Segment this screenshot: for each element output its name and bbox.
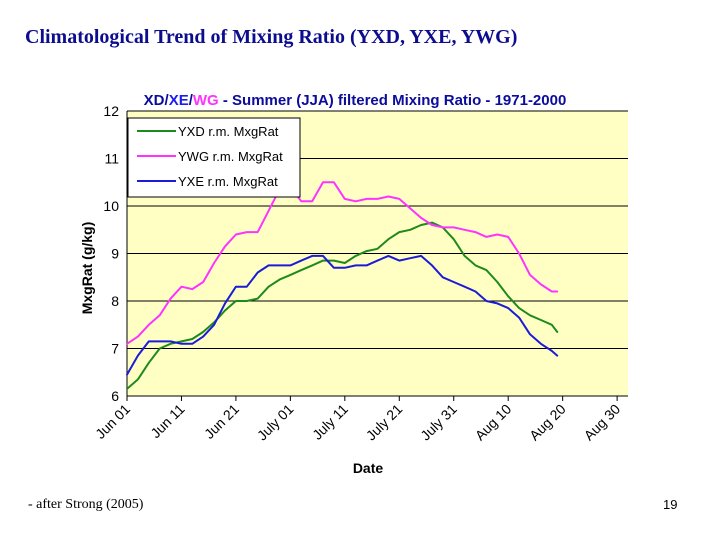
- chart-title-part: XE: [169, 92, 189, 109]
- x-axis-label: Date: [353, 460, 384, 476]
- series-lines: [126, 181, 559, 390]
- y-tick-label: 7: [111, 341, 119, 357]
- y-tick-label: 8: [111, 293, 119, 309]
- y-tick-label: 10: [103, 198, 119, 214]
- slide-title: Climatological Trend of Mixing Ratio (YX…: [25, 26, 518, 48]
- series-line: [126, 181, 559, 345]
- chart-title: XD/XE/WG - Summer (JJA) filtered Mixing …: [144, 92, 567, 109]
- chart-title-part: /: [189, 92, 194, 109]
- legend-entry-label: YXE r.m. MxgRat: [178, 174, 278, 189]
- chart: 6 7 8 9 10 11 12 Jun 01 Jun 11 Jun 21 July 01 July …: [65, 78, 646, 482]
- y-axis-label: MxgRat (g/kg): [79, 222, 95, 315]
- series-line: [126, 254, 559, 376]
- legend-entry-label: YXD r.m. MxgRat: [178, 124, 279, 139]
- y-tick-label: 9: [111, 246, 119, 262]
- chart-title-part: XD: [144, 92, 165, 109]
- chart-title-part: WG: [193, 92, 219, 109]
- y-tick-label: 11: [104, 151, 119, 167]
- y-tick-label: 6: [111, 388, 119, 404]
- y-tick-label: 12: [103, 103, 119, 119]
- page-number: 19: [663, 497, 678, 512]
- legend: YXD r.m. MxgRat YWG r.m. MxgRat YXE r.m. M…: [127, 117, 301, 198]
- legend-entry-label: YWG r.m. MxgRat: [178, 149, 283, 164]
- chart-title-part: - Summer (JJA) filtered Mixing Ratio - 1…: [219, 92, 567, 109]
- series-line: [126, 221, 559, 390]
- footer-note: - after Strong (2005): [28, 497, 144, 512]
- chart-title-part: /: [165, 92, 170, 109]
